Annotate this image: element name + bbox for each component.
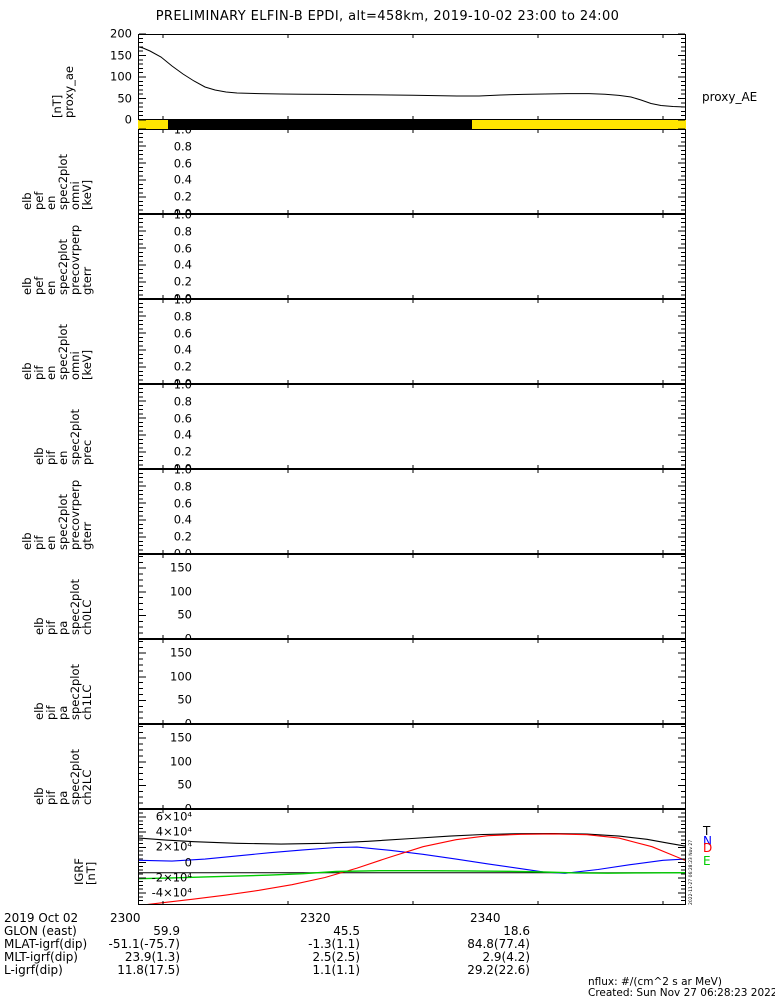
igrf-curve-N [139, 846, 685, 874]
bottom-col3-mlat: 84.8(77.4) [467, 937, 530, 951]
footer-units: nflux: #/(cm^2 s ar MeV) [588, 976, 722, 988]
ytick-label: 200 [110, 26, 132, 41]
panel-elb-pef-en-omni[interactable] [138, 129, 686, 214]
panel-6-ytitle-l5: gterr [80, 521, 94, 550]
ytitle-line: ch1LC [80, 684, 94, 720]
igrf-legend-N: N [703, 834, 712, 848]
ytitle-line: gterr [80, 521, 94, 550]
panel-5-ytitle-l4: prec [80, 439, 94, 465]
ytitle-line: [nT] [84, 861, 98, 885]
ytitle-line: gterr [80, 266, 94, 295]
ytitle-line: ch0LC [80, 599, 94, 635]
footer-created: Created: Sun Nov 27 06:28:23 2022 [588, 987, 775, 999]
xtick-label-3: 2340 [470, 911, 501, 925]
ytitle-line: [keV] [80, 349, 94, 380]
panel-elb-pif-pa-ch2lc[interactable] [138, 724, 686, 809]
bottom-col2-mlat: -1.3(1.1) [308, 937, 360, 951]
bottom-col2-mlt: 2.5(2.5) [312, 950, 360, 964]
panel-elb-pif-en-precovrperp[interactable] [138, 469, 686, 554]
panel-3-ytitle-l5: gterr [80, 266, 94, 295]
panel-igrf-ytitle-l1: [nT] [84, 861, 98, 885]
flag-segment-yellow-right [472, 120, 686, 129]
page-title: PRELIMINARY ELFIN-B EPDI, alt=458km, 201… [155, 9, 620, 24]
bottom-row-label-mlat: MLAT-igrf(dip) [4, 937, 88, 951]
bottom-row-label-glon: GLON (east) [4, 924, 77, 938]
panel-proxy-ae-ytitle-2: proxy_ae [62, 66, 76, 118]
panel-proxy-ae-yticklabels: 0 50 100 150 200 [72, 28, 132, 125]
panel-proxy-ae[interactable] [138, 34, 686, 120]
bottom-col3-mlt: 2.9(4.2) [482, 950, 530, 964]
igrf-legend-E: E [703, 854, 711, 868]
panel-elb-pef-en-precovrperp[interactable] [138, 214, 686, 299]
panel-4-ytitle-l5: [keV] [80, 349, 94, 380]
igrf-legend-D: D [703, 841, 713, 855]
bottom-col3-l: 29.2(22.6) [467, 963, 530, 977]
bottom-col1-glon: 59.9 [153, 924, 180, 938]
bottom-row-label-mlt: MLT-igrf(dip) [4, 950, 78, 964]
proxy-ae-right-label: proxy_AE [702, 90, 758, 104]
panel-elb-pif-en-omni[interactable] [138, 299, 686, 384]
bottom-col2-l: 1.1(1.1) [312, 963, 360, 977]
panel-2-ytitle-l5: [keV] [80, 179, 94, 210]
panel-9-ytitle-l4: ch2LC [80, 769, 94, 805]
panel-elb-pif-en-prec[interactable] [138, 384, 686, 469]
bottom-col1-mlat: -51.1(-75.7) [108, 937, 180, 951]
xtick-label-2: 2320 [300, 911, 331, 925]
panel-8-ytitle-l4: ch1LC [80, 684, 94, 720]
status-flag-bar[interactable] [138, 120, 686, 129]
xtick-label-1: 2300 [110, 911, 141, 925]
panel-elb-pif-pa-ch0lc[interactable] [138, 554, 686, 639]
proxy-ae-curve [139, 46, 685, 108]
side-timestamp-stamp: 2022-11-27 06:28:23 Nov 27 [689, 839, 694, 905]
bottom-col1-l: 11.8(17.5) [117, 963, 180, 977]
ytick-label: 150 [110, 47, 132, 62]
bottom-col3-glon: 18.6 [503, 924, 530, 938]
panel-7-ytitle-l4: ch0LC [80, 599, 94, 635]
ytitle-line: prec [80, 439, 94, 465]
panel-igrf[interactable] [138, 809, 686, 905]
proxy-ae-plot-area [139, 46, 685, 108]
igrf-plot-area [139, 832, 685, 904]
bottom-col2-glon: 45.5 [333, 924, 360, 938]
flag-segment-black-mid [168, 120, 473, 129]
ytitle-line: [keV] [80, 179, 94, 210]
bottom-row-label-date: 2019 Oct 02 [4, 911, 79, 925]
igrf-curve-E [139, 870, 685, 880]
ytitle-line: proxy_ae [62, 66, 76, 118]
panel-elb-pif-pa-ch1lc[interactable] [138, 639, 686, 724]
igrf-curve-T [139, 832, 685, 847]
igrf-legend-T: T [703, 824, 711, 838]
bottom-row-label-l: L-igrf(dip) [4, 963, 63, 977]
ytick-label: 50 [117, 90, 132, 105]
ytick-label: 0 [124, 112, 132, 127]
ytick-label: 100 [110, 69, 132, 84]
igrf-curve-D [146, 833, 685, 904]
ytitle-line: ch2LC [80, 769, 94, 805]
bottom-col1-mlt: 23.9(1.3) [124, 950, 180, 964]
flag-segment-yellow-left [138, 120, 169, 129]
